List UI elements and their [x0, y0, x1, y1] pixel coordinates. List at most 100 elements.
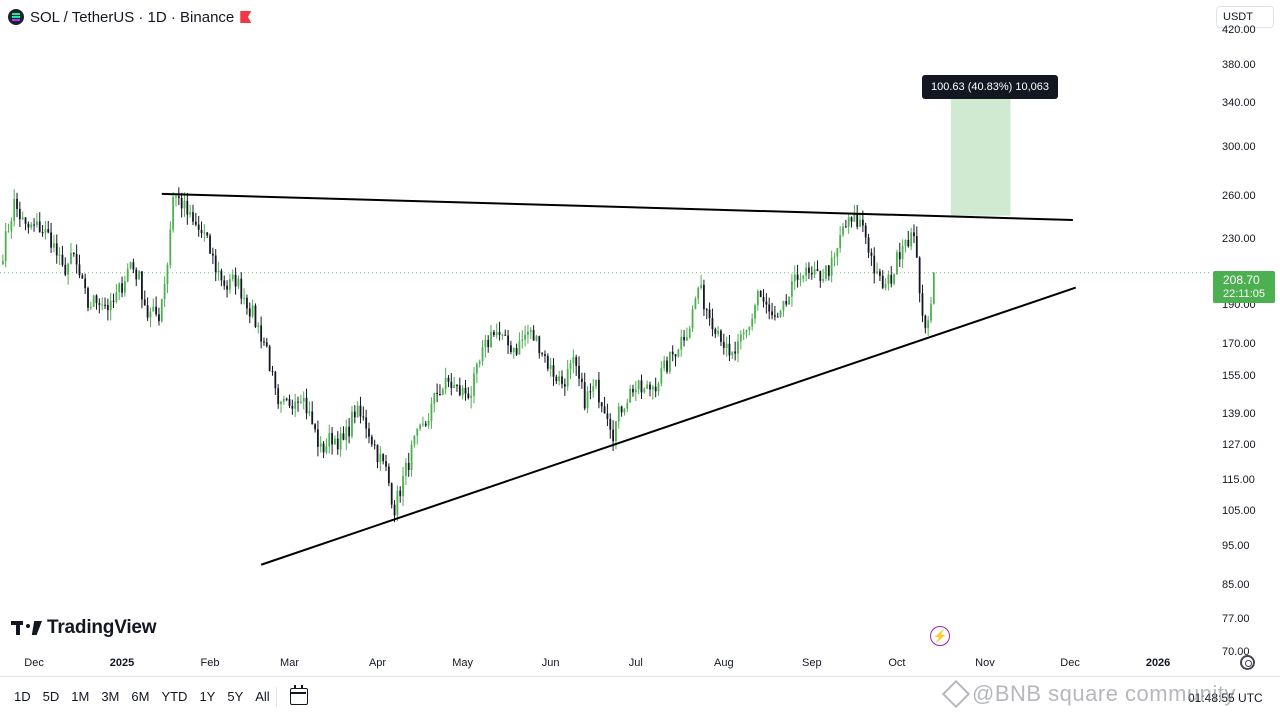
candle-body: [910, 232, 913, 247]
candle-body: [89, 306, 92, 308]
candle-body: [217, 270, 220, 273]
lightning-bolt-icon[interactable]: ⚡: [930, 626, 950, 646]
candle-body: [580, 378, 583, 382]
candle: [683, 330, 685, 347]
candle-body: [859, 219, 861, 227]
candle-body: [197, 224, 200, 230]
candle: [720, 329, 722, 347]
candle-body: [788, 296, 790, 305]
candle-body: [21, 217, 24, 220]
symbol-title[interactable]: SOL / TetherUS · 1D · Binance: [30, 8, 235, 26]
candle: [884, 278, 887, 291]
candle-body: [529, 330, 532, 332]
candle-body: [294, 401, 297, 409]
candle-body: [211, 253, 214, 256]
candle-body: [121, 283, 123, 293]
candle-body: [370, 436, 373, 445]
candle-body: [776, 316, 779, 318]
range-button-1d[interactable]: 1D: [14, 689, 31, 704]
calendar-goto-date-icon[interactable]: [290, 685, 308, 705]
candle: [33, 218, 35, 232]
candle: [260, 316, 263, 349]
candle: [356, 401, 359, 418]
time-tick-label: Nov: [975, 657, 995, 669]
candle-body: [461, 387, 464, 396]
range-button-3m[interactable]: 3M: [101, 689, 120, 704]
range-button-5y[interactable]: 5Y: [227, 689, 244, 704]
candle-body: [143, 299, 146, 306]
candle: [72, 252, 75, 257]
candle-body: [331, 433, 333, 445]
candle: [498, 321, 501, 341]
time-tick-label: Jun: [541, 657, 560, 669]
candle-body: [399, 490, 402, 497]
candle-body: [904, 240, 907, 247]
candle-body: [169, 229, 172, 266]
range-button-ytd[interactable]: YTD: [161, 689, 188, 704]
date-range-buttons: 1D 5D 1M 3M 6M YTD 1Y 5Y All: [8, 689, 276, 704]
chart-canvas[interactable]: [0, 0, 1212, 652]
candle: [263, 337, 265, 346]
candle-body: [637, 380, 640, 390]
candle: [827, 265, 830, 281]
candle-body: [183, 200, 186, 209]
currency-button[interactable]: USDT: [1216, 6, 1274, 28]
candle: [430, 397, 433, 429]
flag-icon[interactable]: [240, 11, 252, 23]
candle: [668, 351, 671, 375]
candle-body: [751, 318, 754, 327]
candle: [904, 239, 907, 253]
candle-body: [881, 275, 884, 288]
candle-body: [603, 406, 606, 414]
candle: [856, 204, 859, 230]
candle: [810, 266, 813, 280]
symbol-header[interactable]: SOL / TetherUS · 1D · Binance: [8, 7, 252, 27]
candle: [299, 394, 302, 404]
candle-body: [302, 397, 305, 402]
candle: [586, 386, 589, 414]
candle: [254, 303, 257, 329]
candle-body: [830, 257, 833, 276]
candle: [461, 384, 464, 400]
candle: [927, 315, 930, 336]
candle-body: [61, 254, 64, 265]
candle-body: [351, 411, 353, 437]
candle: [864, 222, 867, 244]
range-button-all[interactable]: All: [255, 689, 270, 704]
utc-clock[interactable]: 01:48:55 UTC: [1188, 691, 1263, 705]
candle-body: [13, 198, 16, 221]
candle-body: [376, 444, 379, 463]
price-axis[interactable]: 420.00 380.00 340.00 300.00 260.00 230.00 190.…: [1212, 24, 1280, 658]
candle: [75, 244, 78, 274]
candle: [288, 394, 291, 409]
candle-body: [356, 405, 359, 418]
chart-area[interactable]: [0, 0, 1212, 652]
candle-body: [586, 391, 589, 409]
range-button-5d[interactable]: 5D: [42, 689, 60, 704]
candle: [433, 392, 436, 413]
candle: [737, 333, 739, 363]
range-button-6m[interactable]: 6M: [131, 689, 150, 704]
candle: [492, 330, 495, 337]
candle: [847, 214, 850, 234]
candle: [334, 435, 336, 445]
candle-body: [206, 232, 209, 236]
time-axis[interactable]: Dec 2025 Feb Mar Apr May Jun Jul Aug Sep Oct Nov Dec…: [0, 652, 1212, 674]
candle: [881, 270, 884, 290]
range-button-1y[interactable]: 1Y: [199, 689, 216, 704]
candle-body: [813, 269, 816, 275]
candle-body: [617, 406, 620, 422]
tradingview-logo[interactable]: TradingView: [11, 617, 157, 639]
candle-body: [98, 303, 101, 305]
candle-body: [220, 270, 223, 281]
candle: [595, 379, 597, 390]
candle-body: [1, 261, 4, 265]
candle-body: [373, 444, 376, 446]
settings-gear-icon[interactable]: [1240, 655, 1255, 670]
candle: [379, 446, 382, 472]
candle-body: [246, 297, 248, 309]
candle: [887, 270, 890, 291]
range-button-1m[interactable]: 1M: [71, 689, 90, 704]
candle: [901, 239, 904, 269]
candle-body: [685, 337, 688, 341]
